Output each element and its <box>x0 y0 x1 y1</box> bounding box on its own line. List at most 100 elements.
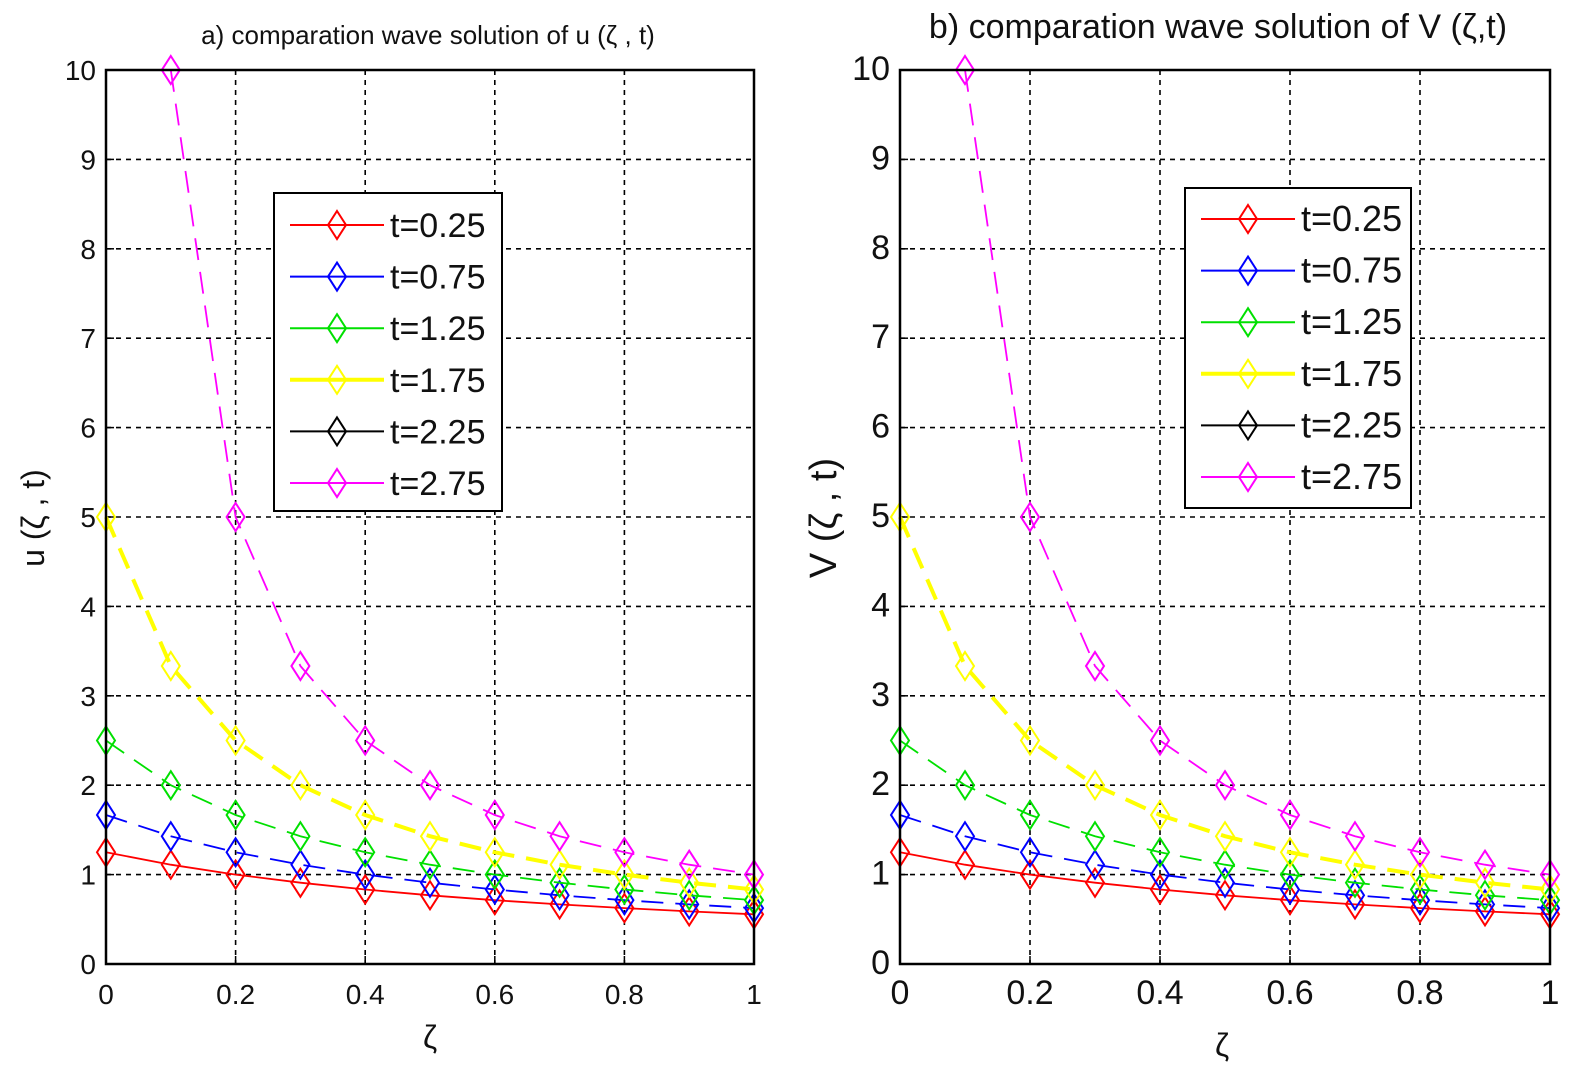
legend-entry: t=0.25 <box>1201 198 1402 239</box>
data-point <box>290 769 311 802</box>
data-point <box>1084 866 1106 899</box>
data-point <box>954 54 976 86</box>
y-tick-label: 0 <box>80 949 96 980</box>
data-point <box>290 650 311 682</box>
series-line <box>898 516 1551 892</box>
data-point <box>225 836 246 869</box>
legend-marker <box>1237 461 1259 493</box>
y-tick-label: 6 <box>80 413 96 444</box>
data-point <box>1474 848 1496 881</box>
legend-label: t=2.75 <box>390 465 485 503</box>
legend-label: t=0.25 <box>1301 198 1402 239</box>
data-point <box>1084 650 1106 682</box>
data-point <box>1279 858 1301 891</box>
data-point <box>1214 879 1236 912</box>
legend: t=0.25 t=0.75 t=1.25 t=1.75 t=2.25 t=2.75 <box>273 192 503 512</box>
legend-marker <box>326 467 348 499</box>
legend-box <box>273 192 503 512</box>
data-point <box>225 799 246 831</box>
y-tick-label: 9 <box>871 139 890 177</box>
data-point <box>549 866 570 899</box>
legend-marker <box>1237 357 1259 390</box>
legend-label: t=2.25 <box>1301 404 1402 445</box>
legend-label: t=1.25 <box>390 310 485 348</box>
legend-marker <box>1237 203 1259 235</box>
legend-entry: t=1.25 <box>290 310 485 348</box>
x-tick-label: 1 <box>1541 974 1560 1012</box>
data-point <box>1019 501 1041 533</box>
y-tick-label: 9 <box>80 144 96 175</box>
data-point <box>1344 848 1366 881</box>
legend-entry: t=0.75 <box>1201 250 1402 291</box>
data-point <box>355 873 376 906</box>
legend-marker <box>326 415 348 448</box>
legend-box <box>1184 187 1412 509</box>
legend-label: t=2.25 <box>390 413 485 451</box>
series-line <box>105 814 755 909</box>
legend-label: t=2.75 <box>1301 456 1402 497</box>
data-point <box>1214 848 1236 881</box>
data-point <box>290 820 311 853</box>
series-line <box>105 739 755 902</box>
data-point <box>419 820 441 853</box>
data-point <box>1344 879 1366 912</box>
series-t=1.25 <box>95 724 765 917</box>
legend-marker <box>326 312 348 345</box>
data-point <box>1149 873 1171 906</box>
y-tick-label: 7 <box>80 323 96 354</box>
legend-marker <box>1237 306 1259 339</box>
legend-entry: t=0.25 <box>290 207 485 245</box>
x-tick-label: 0.4 <box>346 979 385 1010</box>
legend-entry: t=2.25 <box>1201 404 1402 445</box>
x-tick-label: 0.8 <box>1396 974 1443 1012</box>
series-line <box>899 739 1551 902</box>
legend-marker <box>1237 409 1259 442</box>
data-point <box>1409 858 1431 891</box>
data-point <box>1279 799 1301 831</box>
series-t=1.75 <box>95 501 765 906</box>
data-point <box>160 54 181 86</box>
data-point <box>484 836 505 869</box>
data-point <box>355 799 376 831</box>
data-point <box>419 879 441 912</box>
panel-b: b) comparation wave solution of V (ζ,t) … <box>803 8 1561 1063</box>
legend-entry: t=2.75 <box>1201 456 1402 497</box>
legend-label: t=0.25 <box>390 207 485 245</box>
data-point <box>419 848 441 881</box>
data-point <box>1279 873 1301 906</box>
series-line <box>105 851 755 916</box>
legend-label: t=1.75 <box>1301 353 1402 394</box>
x-tick-label: 0.6 <box>475 979 514 1010</box>
data-point <box>1019 799 1041 831</box>
data-point <box>679 848 700 881</box>
series-line <box>169 69 755 876</box>
series-t=0.75 <box>889 799 1561 924</box>
x-tick-label: 0 <box>98 979 114 1010</box>
data-point <box>1019 724 1041 757</box>
y-tick-label: 5 <box>871 497 890 535</box>
data-point <box>954 848 976 881</box>
legend-marker <box>326 363 348 396</box>
data-point <box>614 836 635 869</box>
data-point <box>1149 724 1171 757</box>
y-tick-label: 4 <box>80 591 96 622</box>
data-point <box>355 858 376 891</box>
legend-marker <box>326 260 348 293</box>
data-point <box>954 650 976 682</box>
legend-label: t=1.25 <box>1301 301 1402 342</box>
series-t=0.75 <box>95 799 765 924</box>
data-point <box>484 799 505 831</box>
series-t=2.75 <box>160 54 765 891</box>
legend-label: t=1.75 <box>390 362 485 400</box>
y-tick-label: 3 <box>871 676 890 714</box>
x-tick-label: 1 <box>746 979 762 1010</box>
data-point <box>1279 836 1301 869</box>
x-tick-label: 0.2 <box>216 979 255 1010</box>
plot-frame <box>104 68 756 966</box>
data-point <box>1019 836 1041 869</box>
legend-marker <box>1237 254 1259 287</box>
y-tick-label: 1 <box>871 855 890 893</box>
legend-entry: t=2.75 <box>290 465 485 503</box>
series-line <box>899 851 1551 916</box>
